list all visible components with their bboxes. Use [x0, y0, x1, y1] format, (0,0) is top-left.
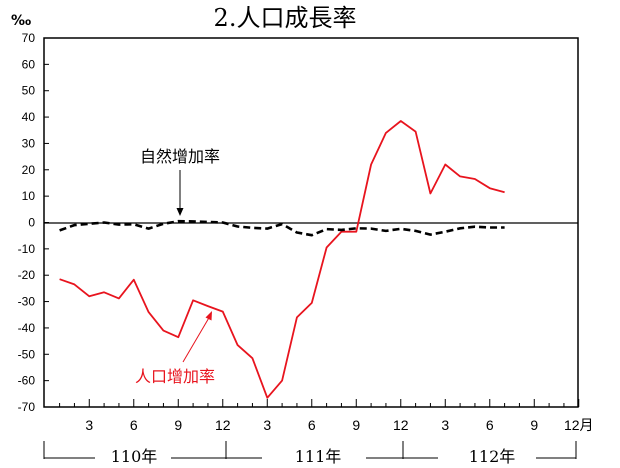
natural-increase-annotation: 自然增加率	[140, 147, 220, 166]
population-growth-line	[59, 120, 505, 399]
year-bracket-row: 110年 111年 112年	[43, 441, 577, 466]
x-tick-label: 3	[85, 417, 93, 433]
y-tick-label: 40	[22, 110, 36, 124]
year-label: 112年	[469, 447, 516, 466]
x-tick-label: 6	[130, 417, 138, 433]
natural-increase-line	[59, 219, 505, 237]
x-tick-label: 3	[263, 417, 271, 433]
y-tick-label: 10	[22, 189, 36, 203]
y-tick-label: -10	[18, 242, 36, 256]
population-growth-arrow-head	[205, 311, 212, 321]
y-tick-label: 30	[22, 136, 36, 150]
y-tick-label: -20	[18, 268, 36, 282]
x-tick-label: 12	[215, 417, 231, 433]
y-tick-label: 0	[28, 216, 35, 230]
y-tick-label: -30	[18, 295, 36, 309]
x-tick-label: 9	[174, 417, 182, 433]
y-tick-label: -70	[18, 400, 36, 414]
x-axis: 3 6 9 12 3 6 9 12 3 6 9 12月	[59, 399, 594, 433]
year-label: 110年	[111, 447, 158, 466]
y-tick-label: -50	[18, 347, 36, 361]
y-tick-label: 60	[22, 57, 36, 71]
y-tick-label: 70	[22, 31, 36, 45]
natural-increase-arrow-head	[176, 208, 184, 216]
y-tick-label: -40	[18, 321, 36, 335]
y-tick-label: 20	[22, 163, 36, 177]
population-growth-annotation: 人口增加率	[135, 367, 215, 386]
year-label: 111年	[295, 447, 342, 466]
population-growth-arrow-line	[182, 315, 211, 363]
x-tick-label: 12	[393, 417, 409, 433]
x-tick-label: 9	[352, 417, 360, 433]
y-axis: 70 60 50 40 30 20 10 0 -10 -20 -30 -40 -50 -60 -70	[18, 31, 49, 414]
x-tick-label: 3	[441, 417, 449, 433]
unit-label: ‰	[11, 13, 31, 29]
x-tick-label: 12月	[564, 417, 594, 433]
y-tick-label: -60	[18, 374, 36, 388]
x-tick-label: 6	[308, 417, 316, 433]
series-group	[59, 120, 505, 399]
y-tick-label: 50	[22, 84, 36, 98]
x-tick-label: 6	[486, 417, 494, 433]
chart-title: 2.人口成長率	[214, 4, 357, 32]
x-tick-label: 9	[530, 417, 538, 433]
